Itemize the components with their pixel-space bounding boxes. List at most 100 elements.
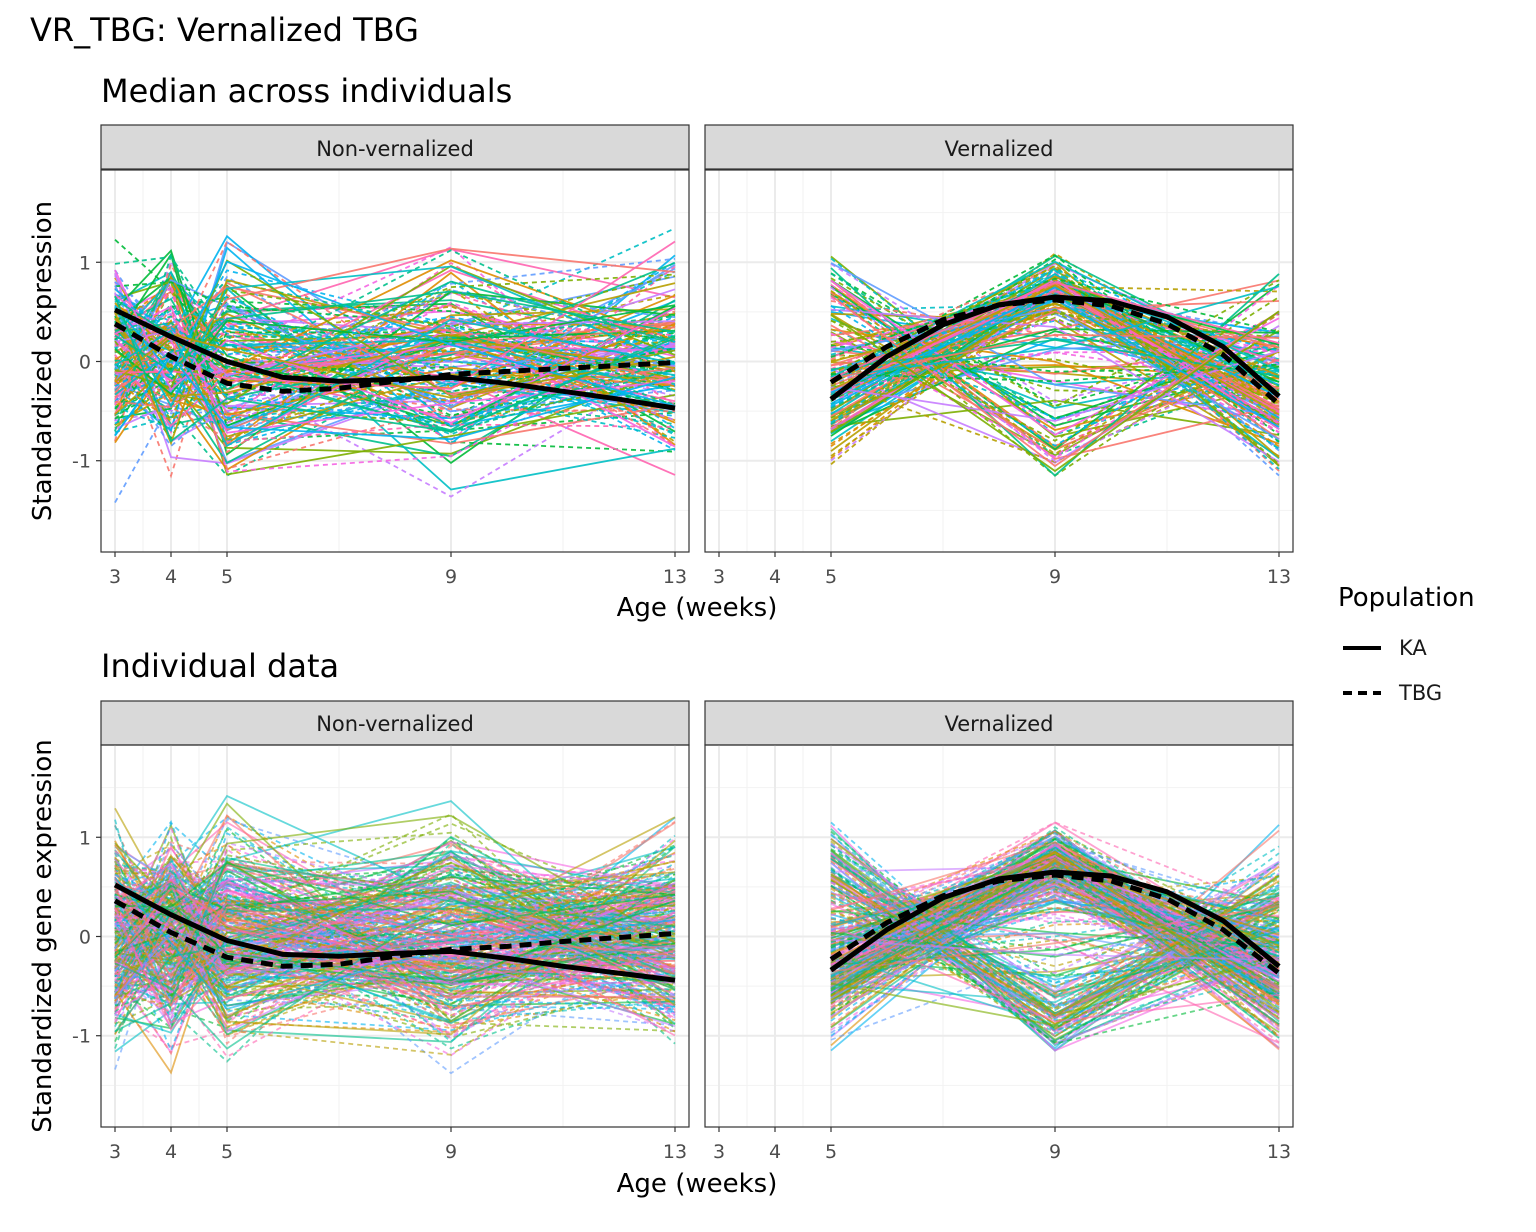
gene-line bbox=[830, 867, 1280, 1045]
x-axis-label-median: Age (weeks) bbox=[617, 593, 778, 623]
gene-line bbox=[114, 850, 676, 1005]
summary-curves bbox=[113, 307, 676, 411]
gene-line bbox=[114, 875, 676, 970]
gene-line bbox=[830, 868, 1280, 1018]
gene-line bbox=[114, 342, 676, 420]
gene-line bbox=[114, 282, 676, 473]
gene-line bbox=[114, 873, 676, 1033]
gene-line bbox=[830, 844, 1280, 1007]
gene-line bbox=[114, 320, 676, 377]
gene-line bbox=[114, 347, 676, 410]
summary-curve-tbg bbox=[829, 297, 1281, 407]
gene-line bbox=[114, 860, 676, 1019]
gene-line bbox=[830, 257, 1280, 436]
legend: Population KA TBG bbox=[1338, 583, 1475, 705]
gene-line bbox=[114, 846, 676, 930]
gene-line bbox=[830, 316, 1280, 423]
gene-line bbox=[114, 290, 676, 373]
y-tick-label: 0 bbox=[79, 926, 91, 948]
gene-line bbox=[114, 280, 676, 391]
gene-line bbox=[830, 858, 1280, 1028]
gene-line bbox=[114, 281, 676, 392]
gene-line bbox=[114, 885, 676, 1007]
gene-line bbox=[114, 893, 676, 1020]
gene-line bbox=[114, 240, 676, 390]
panel-individual-nonvern: Non-vernalized 3 4 5 9 13 bbox=[100, 700, 690, 1163]
summary-curves bbox=[113, 882, 676, 983]
gene-line bbox=[114, 862, 676, 1027]
x-tick-label: 5 bbox=[825, 1141, 837, 1163]
x-tick-label: 3 bbox=[109, 1141, 121, 1163]
gene-line bbox=[114, 855, 676, 1007]
gene-line bbox=[114, 910, 676, 1038]
gene-line bbox=[830, 301, 1280, 422]
gene-line bbox=[114, 860, 676, 992]
gene-line bbox=[114, 280, 676, 476]
summary-curves bbox=[829, 869, 1281, 976]
panel-median-vern: Vernalized 3 4 5 9 13 bbox=[704, 124, 1294, 588]
x-tick-label: 9 bbox=[445, 566, 457, 588]
x-axis-ticks: 3 4 5 9 13 bbox=[109, 1127, 687, 1163]
gene-line bbox=[114, 818, 676, 1004]
gene-line bbox=[830, 847, 1280, 995]
x-tick-label: 13 bbox=[663, 566, 687, 588]
gene-line bbox=[114, 315, 676, 426]
summary-curve-ka bbox=[829, 294, 1281, 402]
summary-curve-tbg bbox=[113, 321, 676, 394]
gene-line bbox=[114, 861, 676, 997]
gene-line bbox=[114, 883, 676, 927]
plot-individual: Individual data Non-vernalized 3 4 5 9 13 Ve… bbox=[28, 647, 1294, 1199]
gene-line bbox=[830, 294, 1280, 468]
y-axis-label-individual: Standardized gene expression bbox=[28, 739, 58, 1132]
gene-line bbox=[114, 814, 676, 962]
y-tick-label: 1 bbox=[79, 827, 91, 849]
gene-line bbox=[114, 295, 676, 443]
x-tick-label: 4 bbox=[165, 566, 177, 588]
strip-label-individual-vern: Vernalized bbox=[944, 712, 1053, 736]
strip-label-individual-nonvern: Non-vernalized bbox=[316, 712, 474, 736]
gene-line bbox=[114, 304, 676, 396]
gene-line bbox=[830, 310, 1280, 473]
gene-line bbox=[114, 843, 676, 1010]
x-axis-ticks: 3 4 5 9 13 bbox=[713, 1127, 1291, 1163]
gene-line bbox=[114, 879, 676, 1011]
gene-line bbox=[114, 863, 676, 980]
x-tick-label: 4 bbox=[165, 1141, 177, 1163]
x-tick-label: 13 bbox=[663, 1141, 687, 1163]
gene-line bbox=[114, 323, 676, 422]
plot-median: Median across individuals Non-vernalized… bbox=[28, 72, 1294, 623]
gene-line bbox=[114, 321, 676, 445]
gene-line bbox=[114, 878, 676, 1020]
gene-line bbox=[114, 249, 676, 432]
gene-line bbox=[114, 341, 676, 419]
gene-line bbox=[830, 292, 1280, 417]
gene-line bbox=[114, 866, 676, 984]
gene-line bbox=[830, 308, 1280, 463]
gene-line bbox=[114, 325, 676, 414]
gene-line bbox=[830, 305, 1280, 447]
panel-individual-vern: Vernalized 3 4 5 9 13 bbox=[704, 700, 1294, 1163]
x-tick-label: 4 bbox=[769, 1141, 781, 1163]
gene-line bbox=[114, 907, 676, 1010]
x-tick-label: 4 bbox=[769, 566, 781, 588]
strip-label-median-vern: Vernalized bbox=[944, 137, 1053, 161]
summary-curves bbox=[829, 294, 1281, 407]
subtitle-median: Median across individuals bbox=[101, 72, 512, 110]
gene-line bbox=[830, 277, 1280, 359]
gene-line bbox=[830, 269, 1280, 470]
gene-line bbox=[114, 867, 676, 942]
gene-line bbox=[830, 850, 1280, 1005]
gene-line bbox=[114, 323, 676, 424]
gene-line bbox=[830, 843, 1280, 993]
gene-line bbox=[114, 328, 676, 424]
summary-curve-ka bbox=[113, 307, 676, 411]
y-axis-ticks: -1 0 1 bbox=[72, 827, 101, 1048]
gene-line bbox=[114, 288, 676, 443]
strip-median-vern bbox=[704, 124, 1294, 170]
x-tick-label: 3 bbox=[109, 566, 121, 588]
y-tick-label: 1 bbox=[79, 252, 91, 274]
x-tick-label: 5 bbox=[221, 566, 233, 588]
x-tick-label: 5 bbox=[825, 566, 837, 588]
gene-line bbox=[830, 350, 1280, 422]
